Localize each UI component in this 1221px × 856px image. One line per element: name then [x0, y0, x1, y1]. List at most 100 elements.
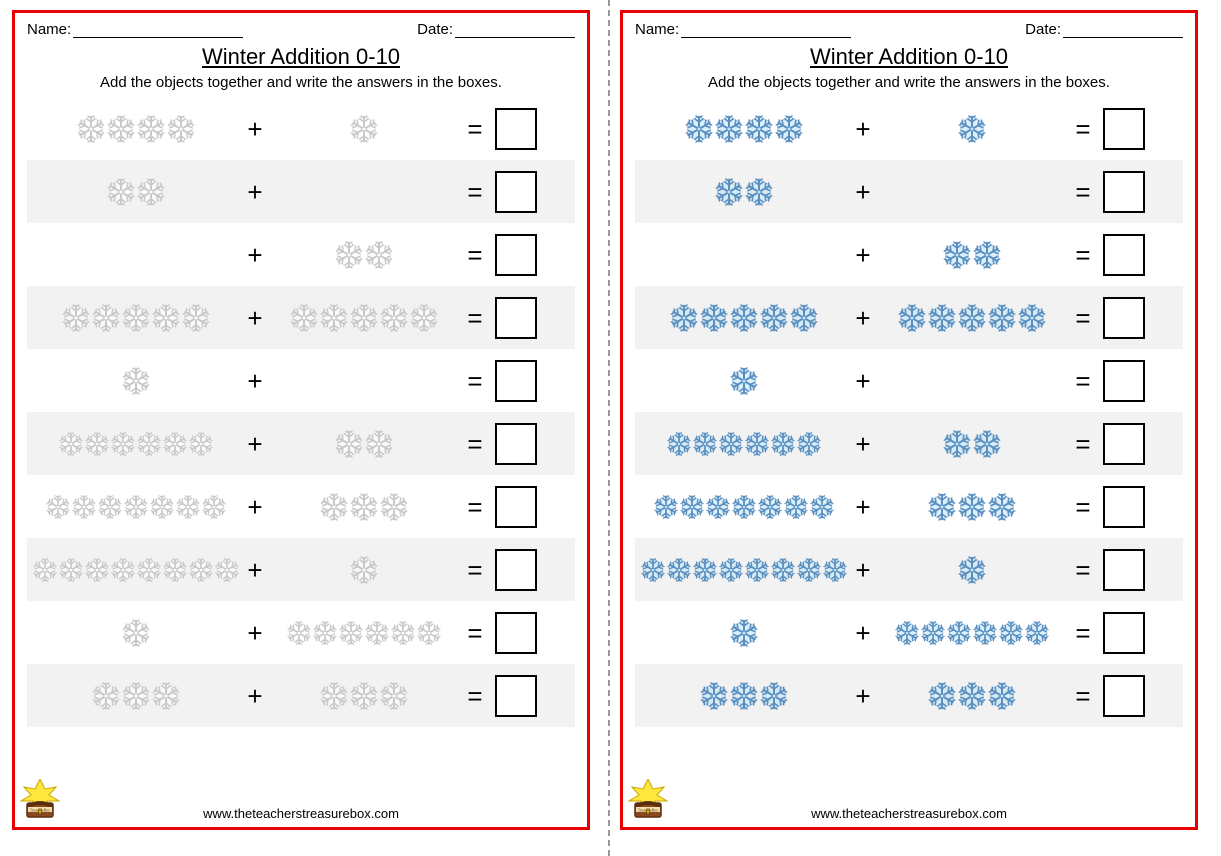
snowflake-icon — [822, 557, 848, 583]
snowflake-icon — [71, 494, 97, 520]
operand-left — [31, 162, 241, 221]
name-blank[interactable] — [73, 23, 243, 38]
snowflake-icon — [942, 429, 972, 459]
equals-sign: = — [1067, 494, 1099, 520]
snowflake-icon — [679, 494, 705, 520]
answer-box[interactable] — [1103, 108, 1145, 150]
answer-box[interactable] — [1103, 234, 1145, 276]
date-blank[interactable] — [455, 23, 575, 38]
answer-box[interactable] — [495, 108, 537, 150]
snowflake-icon — [666, 557, 692, 583]
name-label: Name: — [635, 21, 851, 38]
plus-sign: + — [849, 431, 877, 457]
equals-sign: = — [1067, 431, 1099, 457]
plus-sign: + — [849, 305, 877, 331]
snowflake-icon — [783, 494, 809, 520]
snowflake-icon — [796, 431, 822, 457]
snowflake-icon — [1017, 303, 1047, 333]
snowflake-icon — [123, 494, 149, 520]
snowflake-icon — [151, 303, 181, 333]
operand-left — [639, 414, 849, 473]
operand-left — [639, 288, 849, 347]
operand-left — [31, 288, 241, 347]
snowflake-icon — [692, 557, 718, 583]
operand-right — [877, 351, 1067, 410]
answer-box[interactable] — [1103, 612, 1145, 654]
operand-right — [269, 603, 459, 662]
equals-sign: = — [459, 557, 491, 583]
snowflake-icon — [927, 681, 957, 711]
snowflake-icon — [409, 303, 439, 333]
snowflake-icon — [957, 303, 987, 333]
snowflake-icon — [97, 494, 123, 520]
snowflake-icon — [998, 620, 1024, 646]
answer-box[interactable] — [495, 297, 537, 339]
answer-box[interactable] — [495, 360, 537, 402]
answer-box[interactable] — [1103, 549, 1145, 591]
equals-sign: = — [1067, 305, 1099, 331]
answer-box[interactable] — [495, 234, 537, 276]
snowflake-icon — [927, 492, 957, 522]
snowflake-icon — [942, 240, 972, 270]
answer-box[interactable] — [495, 549, 537, 591]
answer-box[interactable] — [495, 675, 537, 717]
logo-badge: TreasureBox — [625, 779, 671, 821]
operand-left — [639, 477, 849, 536]
snowflake-icon — [714, 114, 744, 144]
equals-sign: = — [1067, 368, 1099, 394]
snowflake-icon — [789, 303, 819, 333]
snowflake-icon — [379, 303, 409, 333]
operand-right — [269, 666, 459, 725]
snowflake-icon — [729, 618, 759, 648]
problem-row: + — [635, 412, 1183, 475]
answer-box[interactable] — [1103, 171, 1145, 213]
plus-sign: + — [849, 683, 877, 709]
operand-left — [639, 162, 849, 221]
answer-box[interactable] — [495, 612, 537, 654]
operand-right — [269, 225, 459, 284]
snowflake-icon — [334, 240, 364, 270]
snowflake-icon — [744, 431, 770, 457]
snowflake-icon — [175, 494, 201, 520]
worksheet-title: Winter Addition 0-10 — [635, 44, 1183, 70]
plus-sign: + — [849, 242, 877, 268]
date-label: Date: — [1025, 21, 1183, 38]
answer-box[interactable] — [1103, 486, 1145, 528]
snowflake-icon — [162, 431, 188, 457]
operand-right — [877, 666, 1067, 725]
snowflake-icon — [927, 303, 957, 333]
snowflake-icon — [61, 303, 91, 333]
snowflake-icon — [957, 492, 987, 522]
answer-box[interactable] — [1103, 297, 1145, 339]
plus-sign: + — [241, 179, 269, 205]
answer-box[interactable] — [495, 423, 537, 465]
answer-box[interactable] — [495, 486, 537, 528]
snowflake-icon — [774, 114, 804, 144]
equals-sign: = — [459, 179, 491, 205]
name-blank[interactable] — [681, 23, 851, 38]
answer-box[interactable] — [1103, 360, 1145, 402]
operand-left — [31, 225, 241, 284]
operand-right — [877, 99, 1067, 158]
answer-box[interactable] — [1103, 423, 1145, 465]
answer-box[interactable] — [1103, 675, 1145, 717]
date-blank[interactable] — [1063, 23, 1183, 38]
plus-sign: + — [241, 242, 269, 268]
footer-url: www.theteacherstreasurebox.com — [623, 806, 1195, 821]
operand-left — [639, 666, 849, 725]
snowflake-icon — [744, 114, 774, 144]
snowflake-icon — [181, 303, 211, 333]
snowflake-icon — [692, 431, 718, 457]
answer-box[interactable] — [495, 171, 537, 213]
snowflake-icon — [106, 114, 136, 144]
date-label: Date: — [417, 21, 575, 38]
snowflake-icon — [349, 555, 379, 585]
snowflake-icon — [312, 620, 338, 646]
snowflake-icon — [106, 177, 136, 207]
plus-sign: + — [849, 557, 877, 583]
snowflake-icon — [32, 557, 58, 583]
operand-right — [877, 225, 1067, 284]
operand-left — [639, 351, 849, 410]
operand-left — [639, 225, 849, 284]
operand-right — [269, 414, 459, 473]
